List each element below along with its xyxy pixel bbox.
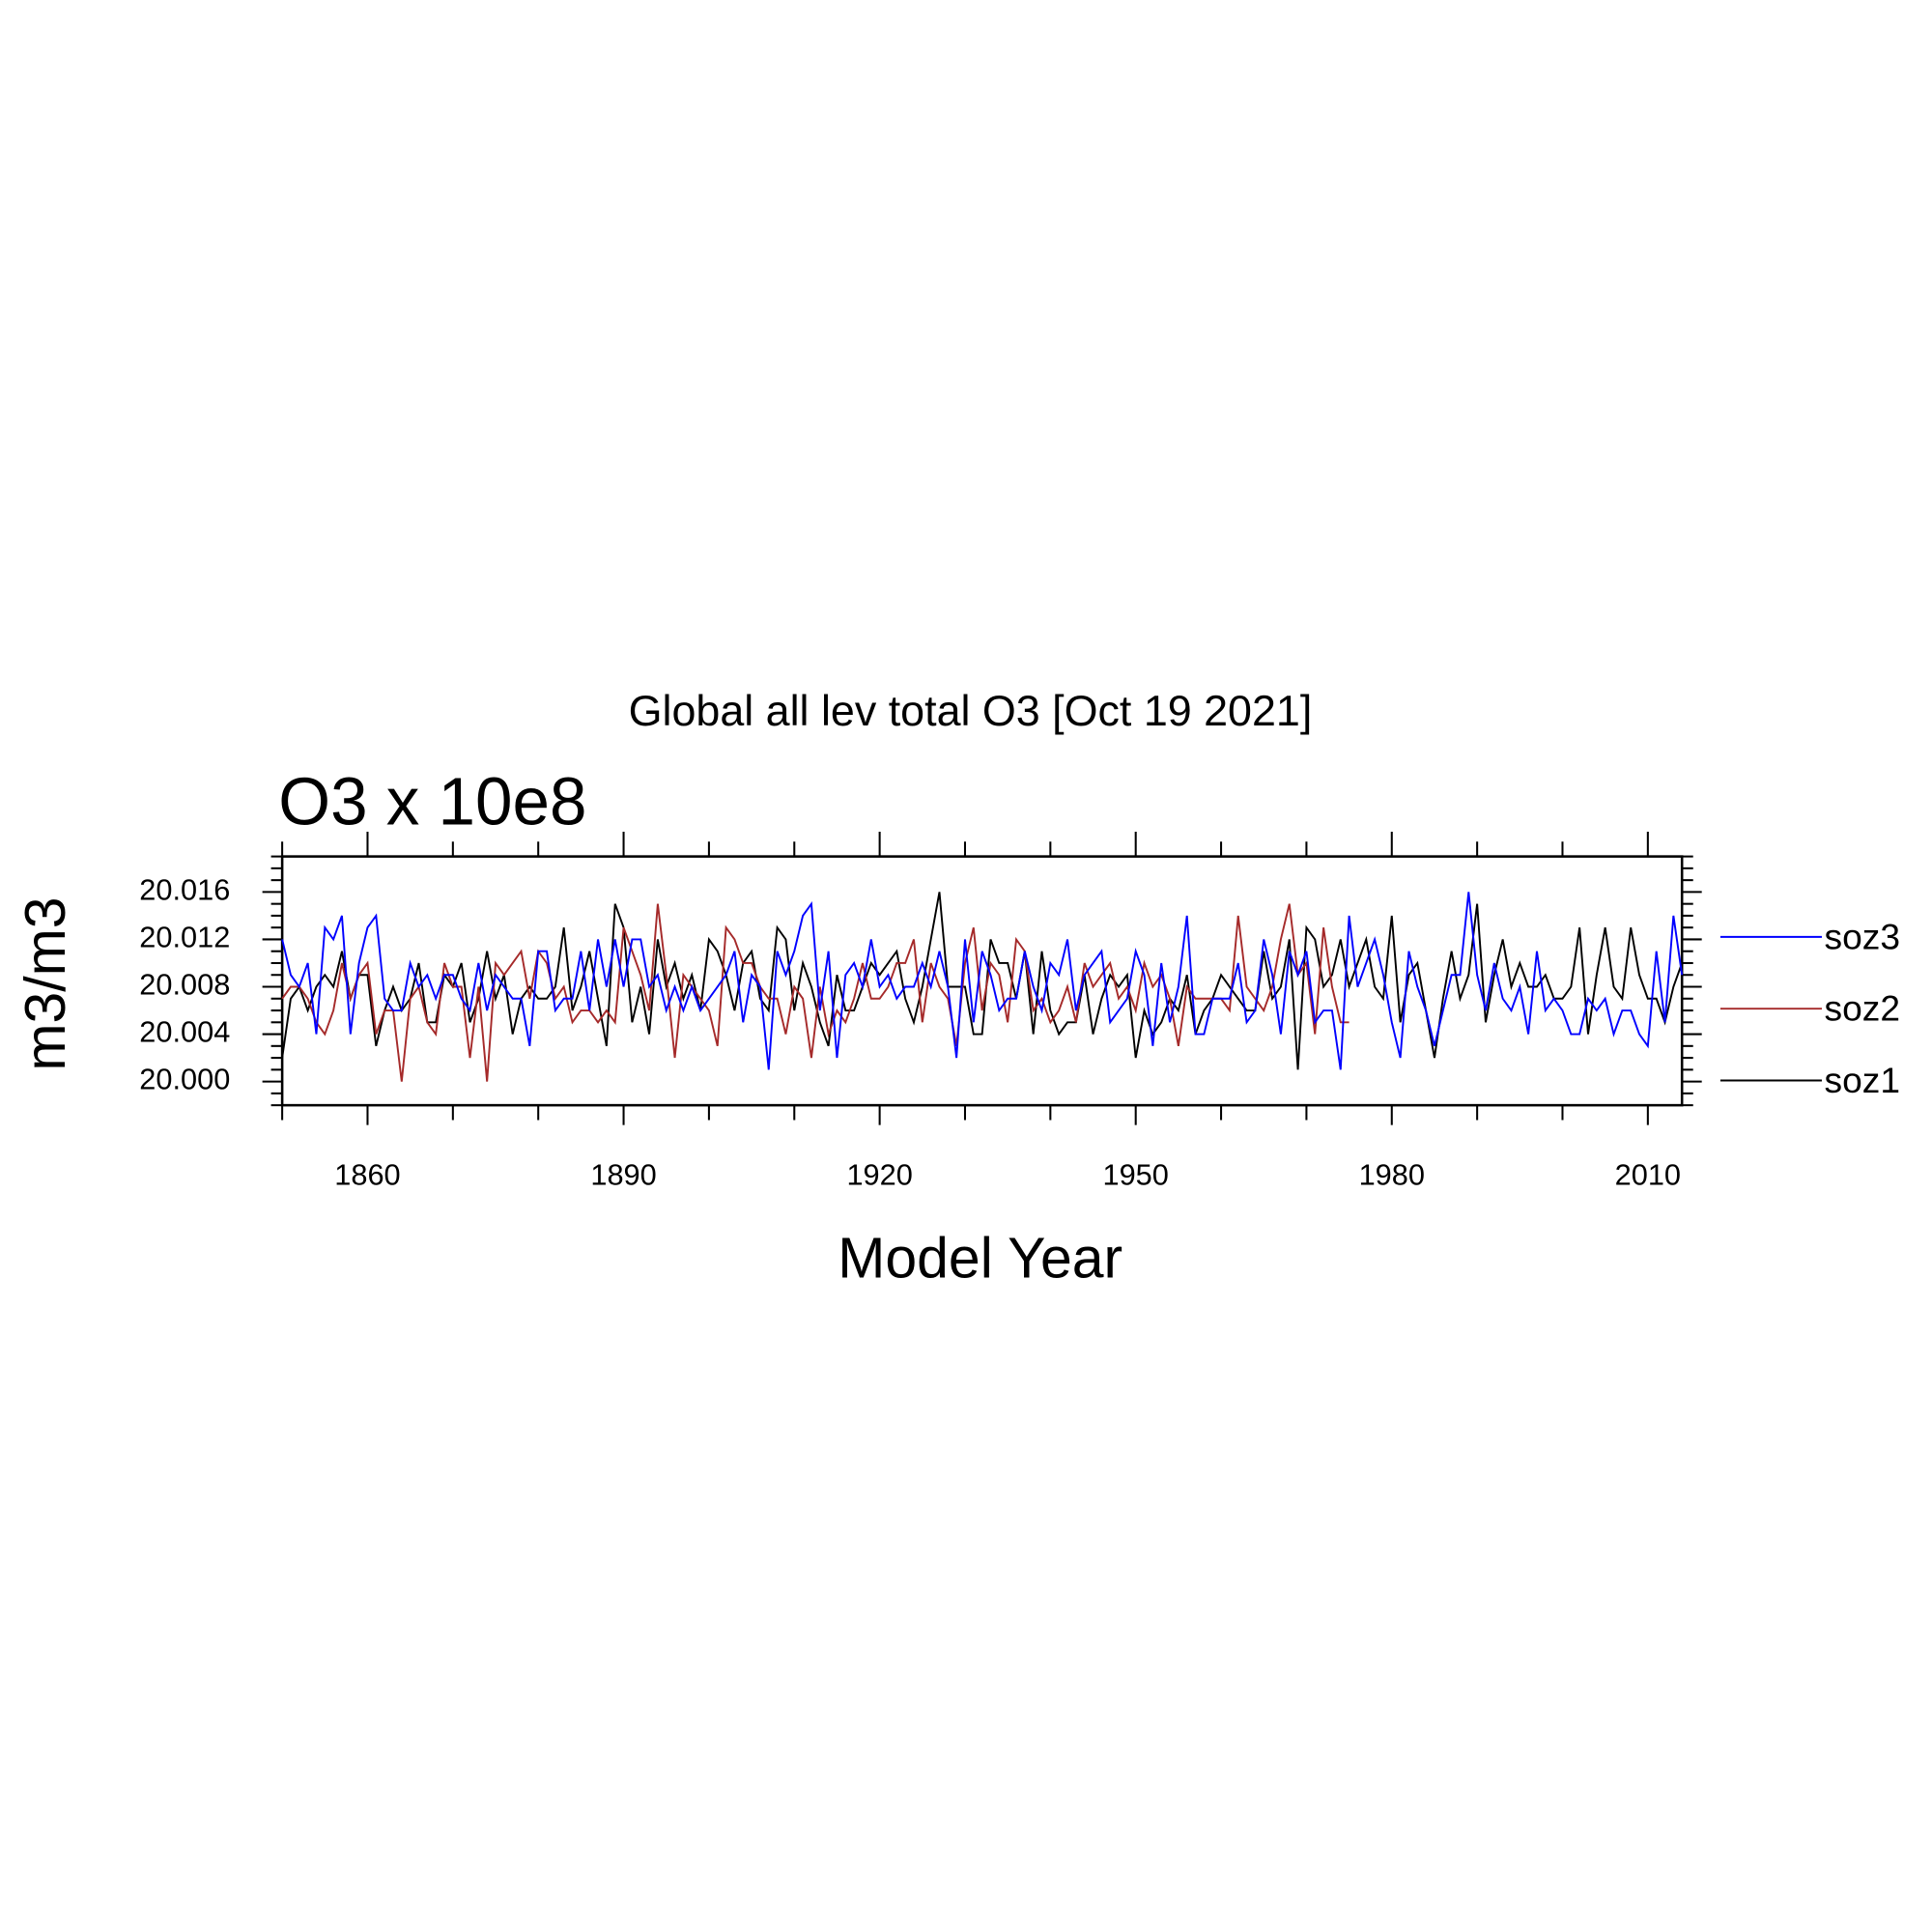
y-tick-label: 20.012 [139,921,230,954]
chart-title: Global all lev total O3 [Oct 19 2021] [629,686,1313,735]
left-string: O3 x 10e8 [278,764,586,839]
x-tick-label: 1920 [846,1158,912,1192]
x-tick-label: 1890 [590,1158,656,1192]
legend-label: soz3 [1825,916,1900,956]
y-tick-label: 20.008 [139,968,230,1002]
legend-label: soz2 [1825,988,1900,1029]
x-axis-label: Model Year [838,1227,1122,1290]
x-tick-label: 1980 [1359,1158,1425,1192]
plot-frame [280,855,1684,1107]
y-tick-label: 20.000 [139,1063,230,1096]
series-line [281,892,1684,1070]
y-tick-label: 20.016 [139,873,230,907]
series-line [281,903,1350,1082]
x-tick-label: 1860 [334,1158,400,1192]
x-tick-label: 1950 [1103,1158,1169,1192]
legend-label: soz1 [1825,1060,1900,1100]
y-tick-label: 20.004 [139,1015,230,1049]
x-tick-label: 2010 [1615,1158,1681,1192]
series-line [281,892,1684,1070]
y-axis-label: m3/m3 [14,897,77,1071]
